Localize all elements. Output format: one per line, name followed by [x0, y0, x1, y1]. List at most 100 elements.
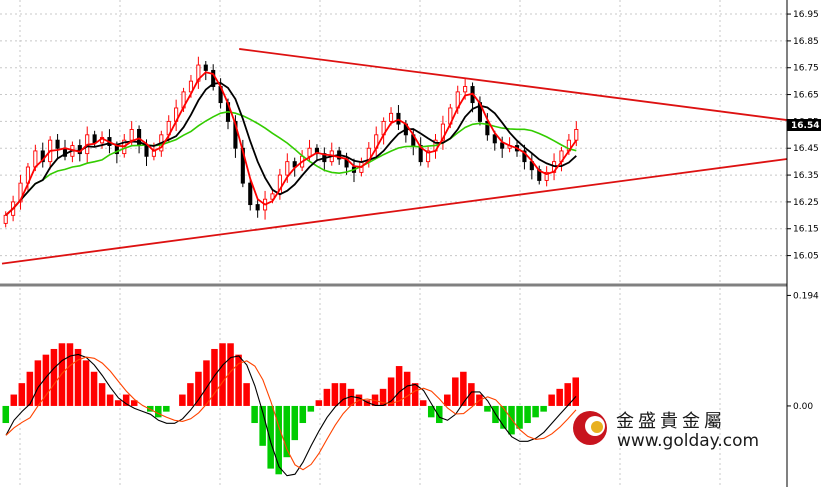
- candle-body: [255, 204, 260, 211]
- grid-lines: [0, 0, 787, 487]
- histogram-bar: [444, 394, 451, 406]
- histogram-bar: [114, 400, 122, 406]
- logo-chinese-name: 金盛貴金屬: [616, 411, 726, 432]
- histogram-bar: [403, 371, 411, 406]
- candle-body: [463, 86, 468, 93]
- histogram-bar: [307, 405, 315, 412]
- candle-body: [211, 69, 216, 87]
- histogram-bar: [532, 405, 539, 418]
- candle-body: [307, 147, 312, 157]
- candle-body: [3, 214, 8, 224]
- histogram-bar: [18, 383, 26, 406]
- candle-body: [522, 150, 527, 163]
- macd-lines: [5, 353, 577, 477]
- ind-tick-label-0: 0.194: [793, 291, 819, 301]
- histogram-bar: [436, 405, 443, 424]
- histogram-bar: [299, 405, 307, 424]
- price-axis: 16.9516.8516.7516.6516.5516.4516.3516.25…: [787, 10, 819, 262]
- ma-slow-line: [5, 110, 577, 216]
- histogram-bar: [235, 354, 242, 406]
- ma-mid-line: [5, 81, 577, 216]
- histogram-bar: [508, 405, 515, 435]
- histogram-bar: [243, 383, 250, 406]
- histogram-bar: [339, 383, 347, 406]
- histogram-bar: [203, 360, 210, 406]
- y-tick-label-2: 16.75: [793, 64, 819, 74]
- histogram-bar: [323, 388, 331, 406]
- histogram-bar: [195, 371, 202, 406]
- y-tick-label-7: 16.25: [793, 198, 819, 208]
- histogram-bar: [211, 348, 218, 406]
- histogram-bar: [460, 371, 467, 406]
- histogram-bar: [179, 394, 186, 406]
- y-tick-label-1: 16.85: [793, 37, 819, 47]
- current-price-label: 16.54: [791, 121, 819, 131]
- histogram-bar: [500, 405, 507, 429]
- histogram-bar: [363, 400, 371, 406]
- histogram-bar: [452, 377, 459, 406]
- histogram-bar: [74, 348, 82, 406]
- candle-body: [18, 182, 23, 203]
- histogram-bar: [58, 343, 66, 406]
- histogram-bar: [187, 383, 194, 406]
- y-tick-label-0: 16.95: [793, 10, 819, 20]
- histogram-bar: [163, 405, 170, 412]
- candle-body: [270, 193, 275, 200]
- histogram-bar: [130, 400, 138, 406]
- candle-body: [55, 139, 60, 149]
- histogram-bar: [468, 383, 475, 406]
- y-tick-label-6: 16.35: [793, 171, 819, 181]
- histogram-bar: [516, 405, 523, 429]
- candle-body: [574, 128, 579, 141]
- histogram-bar: [50, 348, 58, 406]
- macd-line: [5, 353, 577, 477]
- candle-body: [129, 128, 134, 141]
- histogram-bar: [379, 388, 387, 406]
- y-tick-label-5: 16.45: [793, 144, 819, 154]
- histogram-bar: [411, 383, 419, 406]
- histogram-bar: [427, 405, 435, 418]
- histogram-bar: [548, 394, 555, 406]
- ind-tick-label-1: 0.00: [793, 402, 813, 412]
- candle-body: [144, 145, 149, 157]
- trendline-0: [239, 48, 788, 121]
- histogram-bar: [564, 383, 571, 406]
- histogram-bar: [34, 360, 42, 406]
- histogram-bar: [90, 371, 98, 406]
- histogram-bar: [315, 400, 323, 406]
- histogram-bar: [556, 388, 563, 406]
- histogram-bar: [259, 405, 266, 446]
- candle-body: [285, 161, 290, 176]
- histogram-bar: [484, 405, 491, 412]
- histogram-bar: [106, 394, 114, 406]
- y-tick-label-9: 16.05: [793, 252, 819, 262]
- candle-body: [233, 120, 238, 149]
- trendline-1: [1, 158, 788, 265]
- candle-body: [500, 142, 505, 149]
- histogram-bar: [331, 383, 339, 406]
- candle-body: [440, 123, 445, 141]
- histogram-bar: [26, 371, 34, 406]
- histogram-bar: [122, 394, 130, 406]
- histogram-bar: [2, 405, 10, 424]
- histogram-bar: [419, 400, 427, 406]
- logo-url: www.golday.com: [617, 431, 759, 451]
- candle-body: [248, 182, 253, 206]
- histogram-bar: [82, 360, 90, 406]
- candle-body: [92, 134, 97, 144]
- histogram-bar: [155, 405, 162, 418]
- histogram-bar: [42, 354, 50, 406]
- indicator-axis: 0.194 0.00: [787, 291, 819, 412]
- candle-body: [492, 134, 497, 144]
- histogram-bar: [291, 405, 299, 441]
- candle-body: [40, 150, 45, 163]
- trendlines: [1, 48, 788, 265]
- histogram-bar: [98, 383, 106, 406]
- y-tick-label-3: 16.65: [793, 91, 819, 101]
- histogram-bar: [387, 377, 395, 406]
- macd-histogram: [2, 343, 579, 475]
- histogram-bar: [524, 405, 531, 424]
- histogram-bar: [572, 377, 579, 406]
